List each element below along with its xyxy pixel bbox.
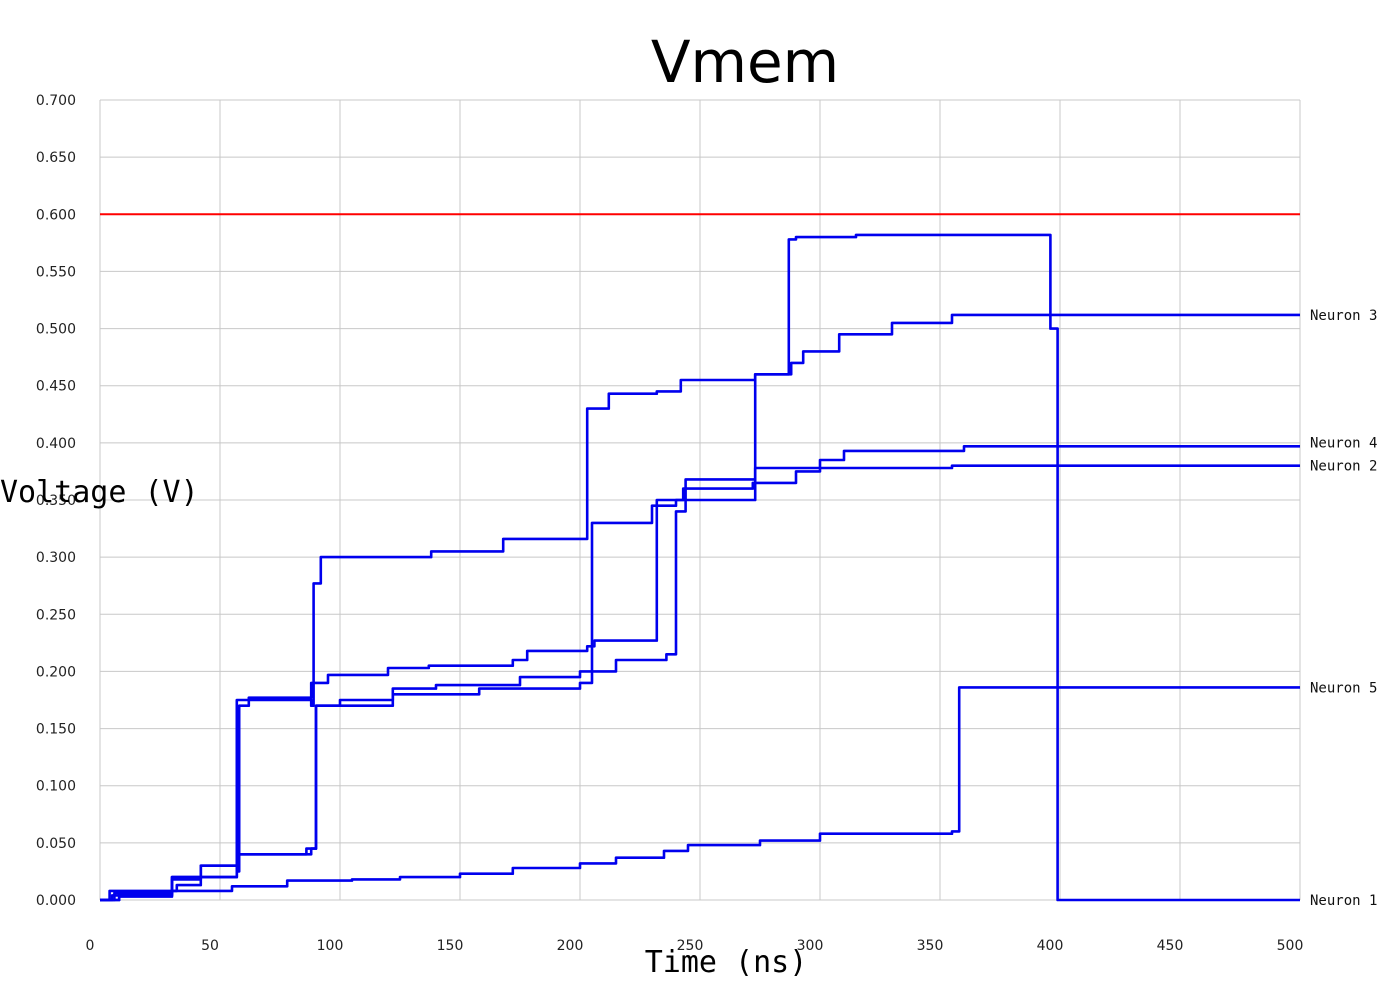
x-tick-label: 100 bbox=[317, 938, 344, 954]
tick-labels: 0 50 100 150 200 250 300 350 400 450 500 0.000 0.050… bbox=[36, 93, 1303, 954]
y-tick-label: 0.300 bbox=[36, 550, 76, 566]
y-tick-label: 0.000 bbox=[36, 893, 76, 909]
x-tick-label: 500 bbox=[1277, 938, 1304, 954]
neuron-5-line bbox=[100, 686, 1300, 902]
grid bbox=[99, 99, 1301, 901]
neuron-5-label: Neuron 5 bbox=[1310, 680, 1377, 696]
y-tick-label: 0.450 bbox=[36, 379, 76, 395]
x-tick-label: 300 bbox=[797, 938, 824, 954]
neuron-3-line bbox=[100, 313, 1300, 902]
series-labels: Neuron 1 Neuron 2 Neuron 3 Neuron 4 Neuron 5 bbox=[1310, 308, 1377, 909]
y-tick-label: 0.150 bbox=[36, 722, 76, 738]
x-tick-label: 150 bbox=[437, 938, 464, 954]
neuron-4-line bbox=[100, 444, 1300, 902]
y-axis-title: Voltage (V) bbox=[0, 475, 199, 510]
y-tick-label: 0.550 bbox=[36, 264, 76, 280]
y-tick-label: 0.200 bbox=[36, 664, 76, 680]
y-tick-label: 0.350 bbox=[36, 493, 76, 509]
y-tick-label: 0.100 bbox=[36, 779, 76, 795]
neuron-4-label: Neuron 4 bbox=[1310, 435, 1377, 451]
y-tick-label: 0.600 bbox=[36, 207, 76, 223]
x-tick-label: 0 bbox=[86, 938, 95, 954]
series-layer bbox=[100, 233, 1300, 902]
chart-title: Vmem bbox=[651, 28, 839, 96]
x-axis-title: Time (ns) bbox=[645, 945, 808, 980]
x-tick-label: 200 bbox=[557, 938, 584, 954]
x-tick-label: 50 bbox=[201, 938, 219, 954]
neuron-1-label: Neuron 1 bbox=[1310, 893, 1377, 909]
neuron-3-label: Neuron 3 bbox=[1310, 308, 1377, 324]
y-tick-label: 0.400 bbox=[36, 436, 76, 452]
x-tick-label: 350 bbox=[917, 938, 944, 954]
y-tick-label: 0.650 bbox=[36, 150, 76, 166]
x-tick-label: 400 bbox=[1037, 938, 1064, 954]
y-tick-label: 0.250 bbox=[36, 607, 76, 623]
y-tick-label: 0.700 bbox=[36, 93, 76, 109]
y-tick-label: 0.050 bbox=[36, 836, 76, 852]
x-tick-label: 450 bbox=[1157, 938, 1184, 954]
x-tick-label: 250 bbox=[677, 938, 704, 954]
neuron-2-label: Neuron 2 bbox=[1310, 459, 1377, 475]
y-tick-label: 0.500 bbox=[36, 322, 76, 338]
